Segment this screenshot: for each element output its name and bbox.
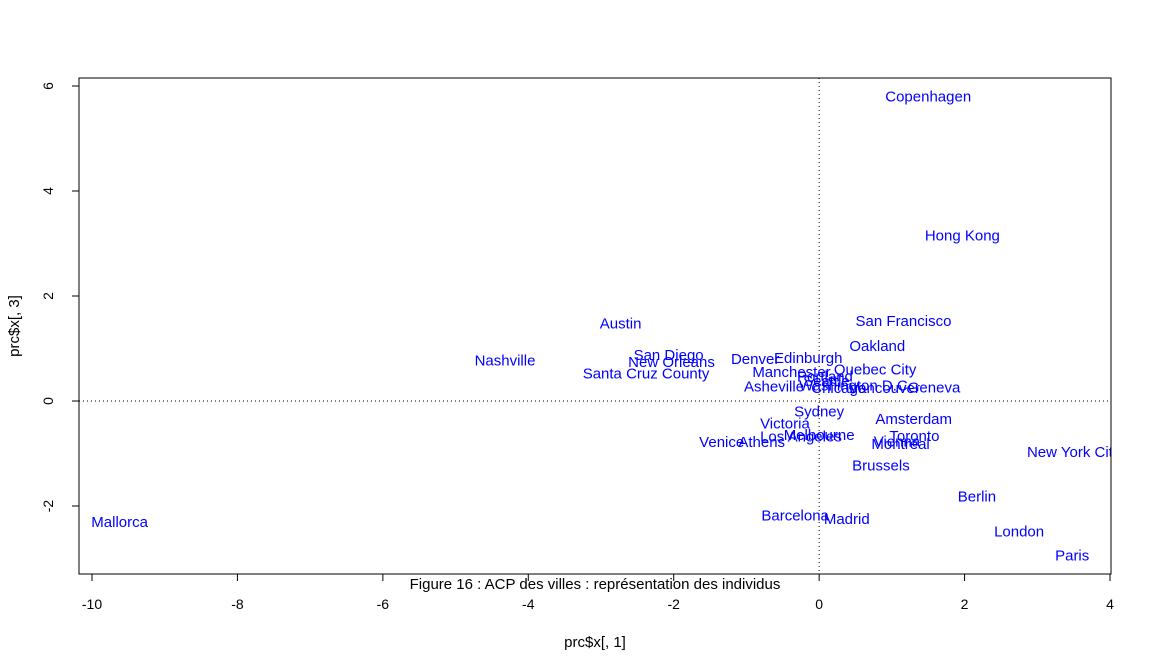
point-label: San Francisco <box>856 313 952 330</box>
point-labels: Copenhagen Hong Kong San Francisco Austin Oa… <box>91 89 1121 565</box>
y-tick-label: 4 <box>40 187 56 195</box>
point-label: Austin <box>600 315 642 332</box>
x-axis-title: prc$x[, 1] <box>564 634 626 651</box>
point-label: Madrid <box>824 511 870 528</box>
point-label: Denver <box>731 351 779 368</box>
point-label: New York City <box>1027 444 1121 461</box>
point-label: Paris <box>1055 547 1089 564</box>
y-tick-label: 6 <box>40 82 56 90</box>
point-label: Quebec City <box>834 362 917 379</box>
point-label: London <box>994 524 1044 541</box>
x-axis: -10 -8 -6 -4 -2 0 2 4 <box>82 574 1114 612</box>
point-label: Amsterdam <box>875 411 952 428</box>
x-tick-label: -4 <box>522 596 535 612</box>
point-label: Barcelona <box>761 507 829 524</box>
point-label: Washington D.C. <box>799 377 912 394</box>
point-label: Oakland <box>849 338 905 355</box>
point-label: Hong Kong <box>925 228 1000 245</box>
point-label: Portland <box>797 368 853 385</box>
y-tick-label: 0 <box>40 397 56 405</box>
point-label: Copenhagen <box>885 89 971 106</box>
point-label: Santa Cruz County <box>583 366 710 383</box>
x-tick-label: -2 <box>667 596 680 612</box>
point-label: Athens <box>738 434 785 451</box>
x-tick-label: -6 <box>377 596 390 612</box>
x-tick-label: -10 <box>82 596 102 612</box>
point-label: Brussels <box>852 458 910 475</box>
point-label: Manchester <box>752 364 830 381</box>
x-tick-label: 0 <box>815 596 823 612</box>
y-axis: -2 0 2 4 6 <box>40 82 79 512</box>
point-label: Edinburgh <box>774 350 842 367</box>
point-label: San Diego <box>634 347 704 364</box>
point-label: Asheville <box>744 378 804 395</box>
point-label: Vienna <box>874 433 921 450</box>
point-label: Melbourne <box>784 427 855 444</box>
point-label: Nashville <box>475 353 536 370</box>
y-axis-title: prc$x[, 3] <box>6 295 23 357</box>
reference-lines <box>79 78 1111 574</box>
point-label: Berlin <box>958 489 996 506</box>
point-label: Sydney <box>794 404 845 421</box>
point-label: Chicago <box>811 380 866 397</box>
point-label: Los Angeles <box>760 429 842 446</box>
point-label: Seattle <box>803 373 850 390</box>
point-label: Montreal <box>871 436 929 453</box>
y-tick-label: -2 <box>40 500 56 513</box>
x-tick-label: 2 <box>961 596 969 612</box>
plot-frame <box>78 77 1112 575</box>
x-tick-label: -8 <box>231 596 244 612</box>
point-label: Geneva <box>908 379 961 396</box>
point-label: Victoria <box>760 416 810 433</box>
point-label: Vancouver <box>849 380 920 397</box>
point-label: Toronto <box>889 428 939 445</box>
point-label: New Orleans <box>628 354 715 371</box>
y-tick-label: 2 <box>40 292 56 300</box>
point-label: Mallorca <box>91 514 148 531</box>
point-label: Venice <box>699 434 744 451</box>
figure-caption: Figure 16 : ACP des villes : représentat… <box>410 576 781 593</box>
x-tick-label: 4 <box>1106 596 1114 612</box>
